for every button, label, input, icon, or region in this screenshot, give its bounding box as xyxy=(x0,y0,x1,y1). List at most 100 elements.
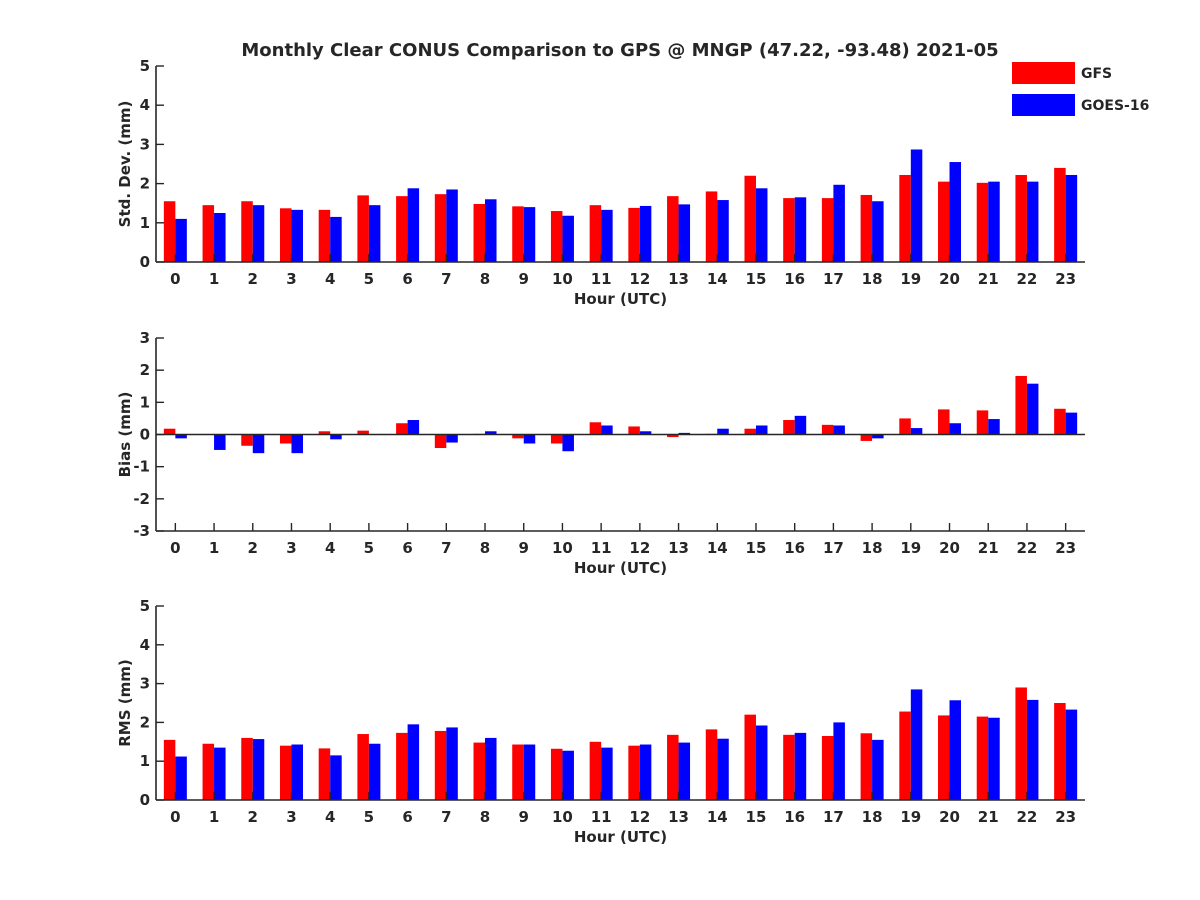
bar-goes16-hour-14 xyxy=(717,200,729,262)
x-tick-label: 18 xyxy=(862,270,883,288)
x-tick-label: 10 xyxy=(552,539,573,557)
y-tick-label: 5 xyxy=(140,597,150,615)
y-tick-label: 1 xyxy=(140,214,150,232)
bar-gfs-hour-7 xyxy=(434,434,447,449)
bar-gfs-hour-17 xyxy=(821,198,834,262)
bar-goes16-hour-18 xyxy=(872,201,884,262)
y-tick-label: 3 xyxy=(140,135,150,153)
x-tick-label: 3 xyxy=(286,270,296,288)
y-axis-label: RMS (mm) xyxy=(116,659,134,746)
bar-goes16-hour-0 xyxy=(175,756,187,800)
bar-goes16-hour-2 xyxy=(252,205,265,262)
x-tick-label: 15 xyxy=(746,808,767,826)
bar-goes16-hour-13 xyxy=(678,204,691,262)
bar-gfs-hour-20 xyxy=(938,409,950,435)
bar-goes16-hour-3 xyxy=(291,744,303,800)
bar-goes16-hour-17 xyxy=(833,722,845,800)
bar-gfs-hour-1 xyxy=(202,205,215,262)
x-tick-label: 1 xyxy=(209,539,219,557)
bar-gfs-hour-16 xyxy=(783,734,795,800)
bar-goes16-hour-22 xyxy=(1026,181,1039,262)
bar-gfs-hour-11 xyxy=(589,741,602,800)
bar-gfs-hour-12 xyxy=(628,207,640,262)
bar-goes16-hour-11 xyxy=(601,747,613,800)
x-tick-label: 5 xyxy=(364,270,374,288)
bar-goes16-hour-15 xyxy=(755,425,768,435)
bar-gfs-hour-7 xyxy=(434,194,447,262)
x-tick-label: 10 xyxy=(552,270,573,288)
bar-gfs-hour-13 xyxy=(667,734,679,800)
bar-goes16-hour-9 xyxy=(523,207,536,262)
bar-goes16-hour-1 xyxy=(214,747,226,800)
x-tick-label: 8 xyxy=(480,808,490,826)
x-tick-label: 8 xyxy=(480,539,490,557)
bar-goes16-hour-18 xyxy=(872,434,884,439)
bar-gfs-hour-9 xyxy=(512,434,524,439)
bar-goes16-hour-0 xyxy=(175,218,187,262)
x-tick-label: 5 xyxy=(364,539,374,557)
bar-gfs-hour-22 xyxy=(1015,687,1027,800)
x-tick-label: 11 xyxy=(591,539,612,557)
bar-gfs-hour-18 xyxy=(860,434,873,441)
x-tick-label: 15 xyxy=(746,270,767,288)
x-tick-label: 9 xyxy=(519,539,529,557)
bar-goes16-hour-15 xyxy=(755,188,768,262)
x-tick-label: 9 xyxy=(519,270,529,288)
y-axis-label: Std. Dev. (mm) xyxy=(116,101,134,228)
x-tick-label: 17 xyxy=(823,808,844,826)
x-tick-label: 7 xyxy=(441,539,451,557)
y-tick-label: 5 xyxy=(140,57,150,75)
bar-gfs-hour-9 xyxy=(512,744,524,800)
x-tick-label: 13 xyxy=(668,539,689,557)
x-tick-label: 6 xyxy=(402,270,412,288)
x-tick-label: 2 xyxy=(248,539,258,557)
bar-goes16-hour-9 xyxy=(523,744,536,800)
bar-goes16-hour-22 xyxy=(1026,383,1039,435)
x-tick-label: 22 xyxy=(1017,539,1038,557)
bar-goes16-hour-19 xyxy=(910,428,923,435)
x-tick-label: 23 xyxy=(1055,270,1076,288)
legend-label-goes16: GOES-16 xyxy=(1081,98,1149,114)
bar-goes16-hour-1 xyxy=(214,213,226,262)
y-tick-label: 4 xyxy=(140,96,150,114)
bar-goes16-hour-2 xyxy=(252,434,265,454)
bar-gfs-hour-23 xyxy=(1054,703,1066,800)
bar-goes16-hour-14 xyxy=(717,428,729,435)
bar-gfs-hour-16 xyxy=(783,198,795,262)
x-tick-label: 6 xyxy=(402,539,412,557)
bar-gfs-hour-3 xyxy=(279,745,292,800)
bar-gfs-hour-19 xyxy=(899,711,911,800)
bar-goes16-hour-21 xyxy=(988,419,1000,435)
bar-gfs-hour-9 xyxy=(512,206,524,262)
bar-goes16-hour-23 xyxy=(1065,709,1078,800)
bar-goes16-hour-12 xyxy=(639,205,652,262)
x-tick-label: 23 xyxy=(1055,539,1076,557)
bar-goes16-hour-7 xyxy=(446,189,458,262)
bar-goes16-hour-22 xyxy=(1026,699,1039,800)
bar-goes16-hour-4 xyxy=(330,434,342,440)
chart-title: Monthly Clear CONUS Comparison to GPS @ … xyxy=(241,40,998,61)
bar-goes16-hour-10 xyxy=(562,434,574,452)
bar-goes16-hour-5 xyxy=(368,743,381,800)
y-tick-label: 2 xyxy=(140,175,150,193)
bar-gfs-hour-10 xyxy=(550,748,563,800)
bar-goes16-hour-4 xyxy=(330,755,342,800)
x-tick-label: 3 xyxy=(286,808,296,826)
bar-goes16-hour-16 xyxy=(794,732,807,800)
x-tick-label: 22 xyxy=(1017,808,1038,826)
y-tick-label: 3 xyxy=(140,675,150,693)
bar-goes16-hour-3 xyxy=(291,209,303,262)
x-tick-label: 4 xyxy=(325,808,335,826)
x-tick-label: 12 xyxy=(629,808,650,826)
bar-gfs-hour-22 xyxy=(1015,375,1027,435)
bar-gfs-hour-16 xyxy=(783,420,795,435)
y-tick-label: 1 xyxy=(140,752,150,770)
x-tick-label: 3 xyxy=(286,539,296,557)
bar-gfs-hour-18 xyxy=(860,733,873,800)
bar-goes16-hour-8 xyxy=(485,199,497,262)
legend: GFS GOES-16 xyxy=(1012,62,1149,116)
x-tick-label: 15 xyxy=(746,539,767,557)
